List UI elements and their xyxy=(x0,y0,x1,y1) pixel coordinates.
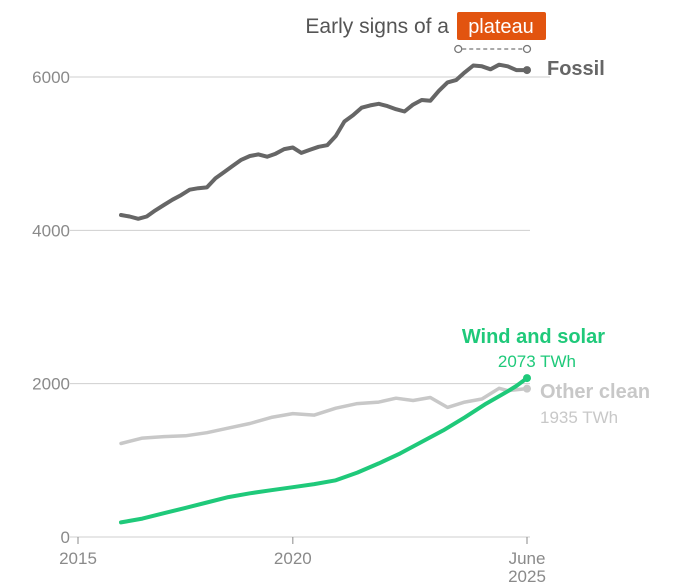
series-label-wind-and-solar: Wind and solar xyxy=(462,326,605,348)
annotation-layer: Fossil Wind and solar 2073 TWh Other clean 1… xyxy=(305,12,650,427)
grid-layer xyxy=(70,76,550,538)
x-tick-label-2-line2: 2025 xyxy=(508,567,546,583)
series-line-fossil xyxy=(119,62,529,221)
chart-title: Early signs of a xyxy=(305,15,449,38)
chart-title-highlight: plateau xyxy=(468,16,534,38)
series-end-point-other xyxy=(523,384,531,393)
title-highlight-box xyxy=(457,12,546,40)
series-label-other-clean: Other clean xyxy=(540,381,650,403)
plateau-marker-start xyxy=(454,44,463,54)
x-tick-label-1: 2020 xyxy=(274,549,312,568)
series-value-other-clean: 1935 TWh xyxy=(540,408,618,427)
series-line-wind-solar xyxy=(119,376,529,525)
x-tick-label-0: 2015 xyxy=(59,549,97,568)
series-end-point-wind-solar xyxy=(523,374,531,383)
plateau-marker-end xyxy=(522,44,532,54)
y-tick-label-0: 0 xyxy=(61,528,70,547)
x-tick-label-2: June xyxy=(509,549,546,568)
y-tick-label-4000: 4000 xyxy=(32,221,70,240)
series-label-fossil: Fossil xyxy=(547,58,605,80)
series-value-wind-and-solar: 2073 TWh xyxy=(498,352,576,371)
y-tick-label-2000: 2000 xyxy=(32,375,70,394)
series-end-point-fossil xyxy=(523,66,531,75)
series-line-other xyxy=(119,386,529,446)
y-tick-label-6000: 6000 xyxy=(32,68,70,87)
series-layer xyxy=(119,62,531,525)
